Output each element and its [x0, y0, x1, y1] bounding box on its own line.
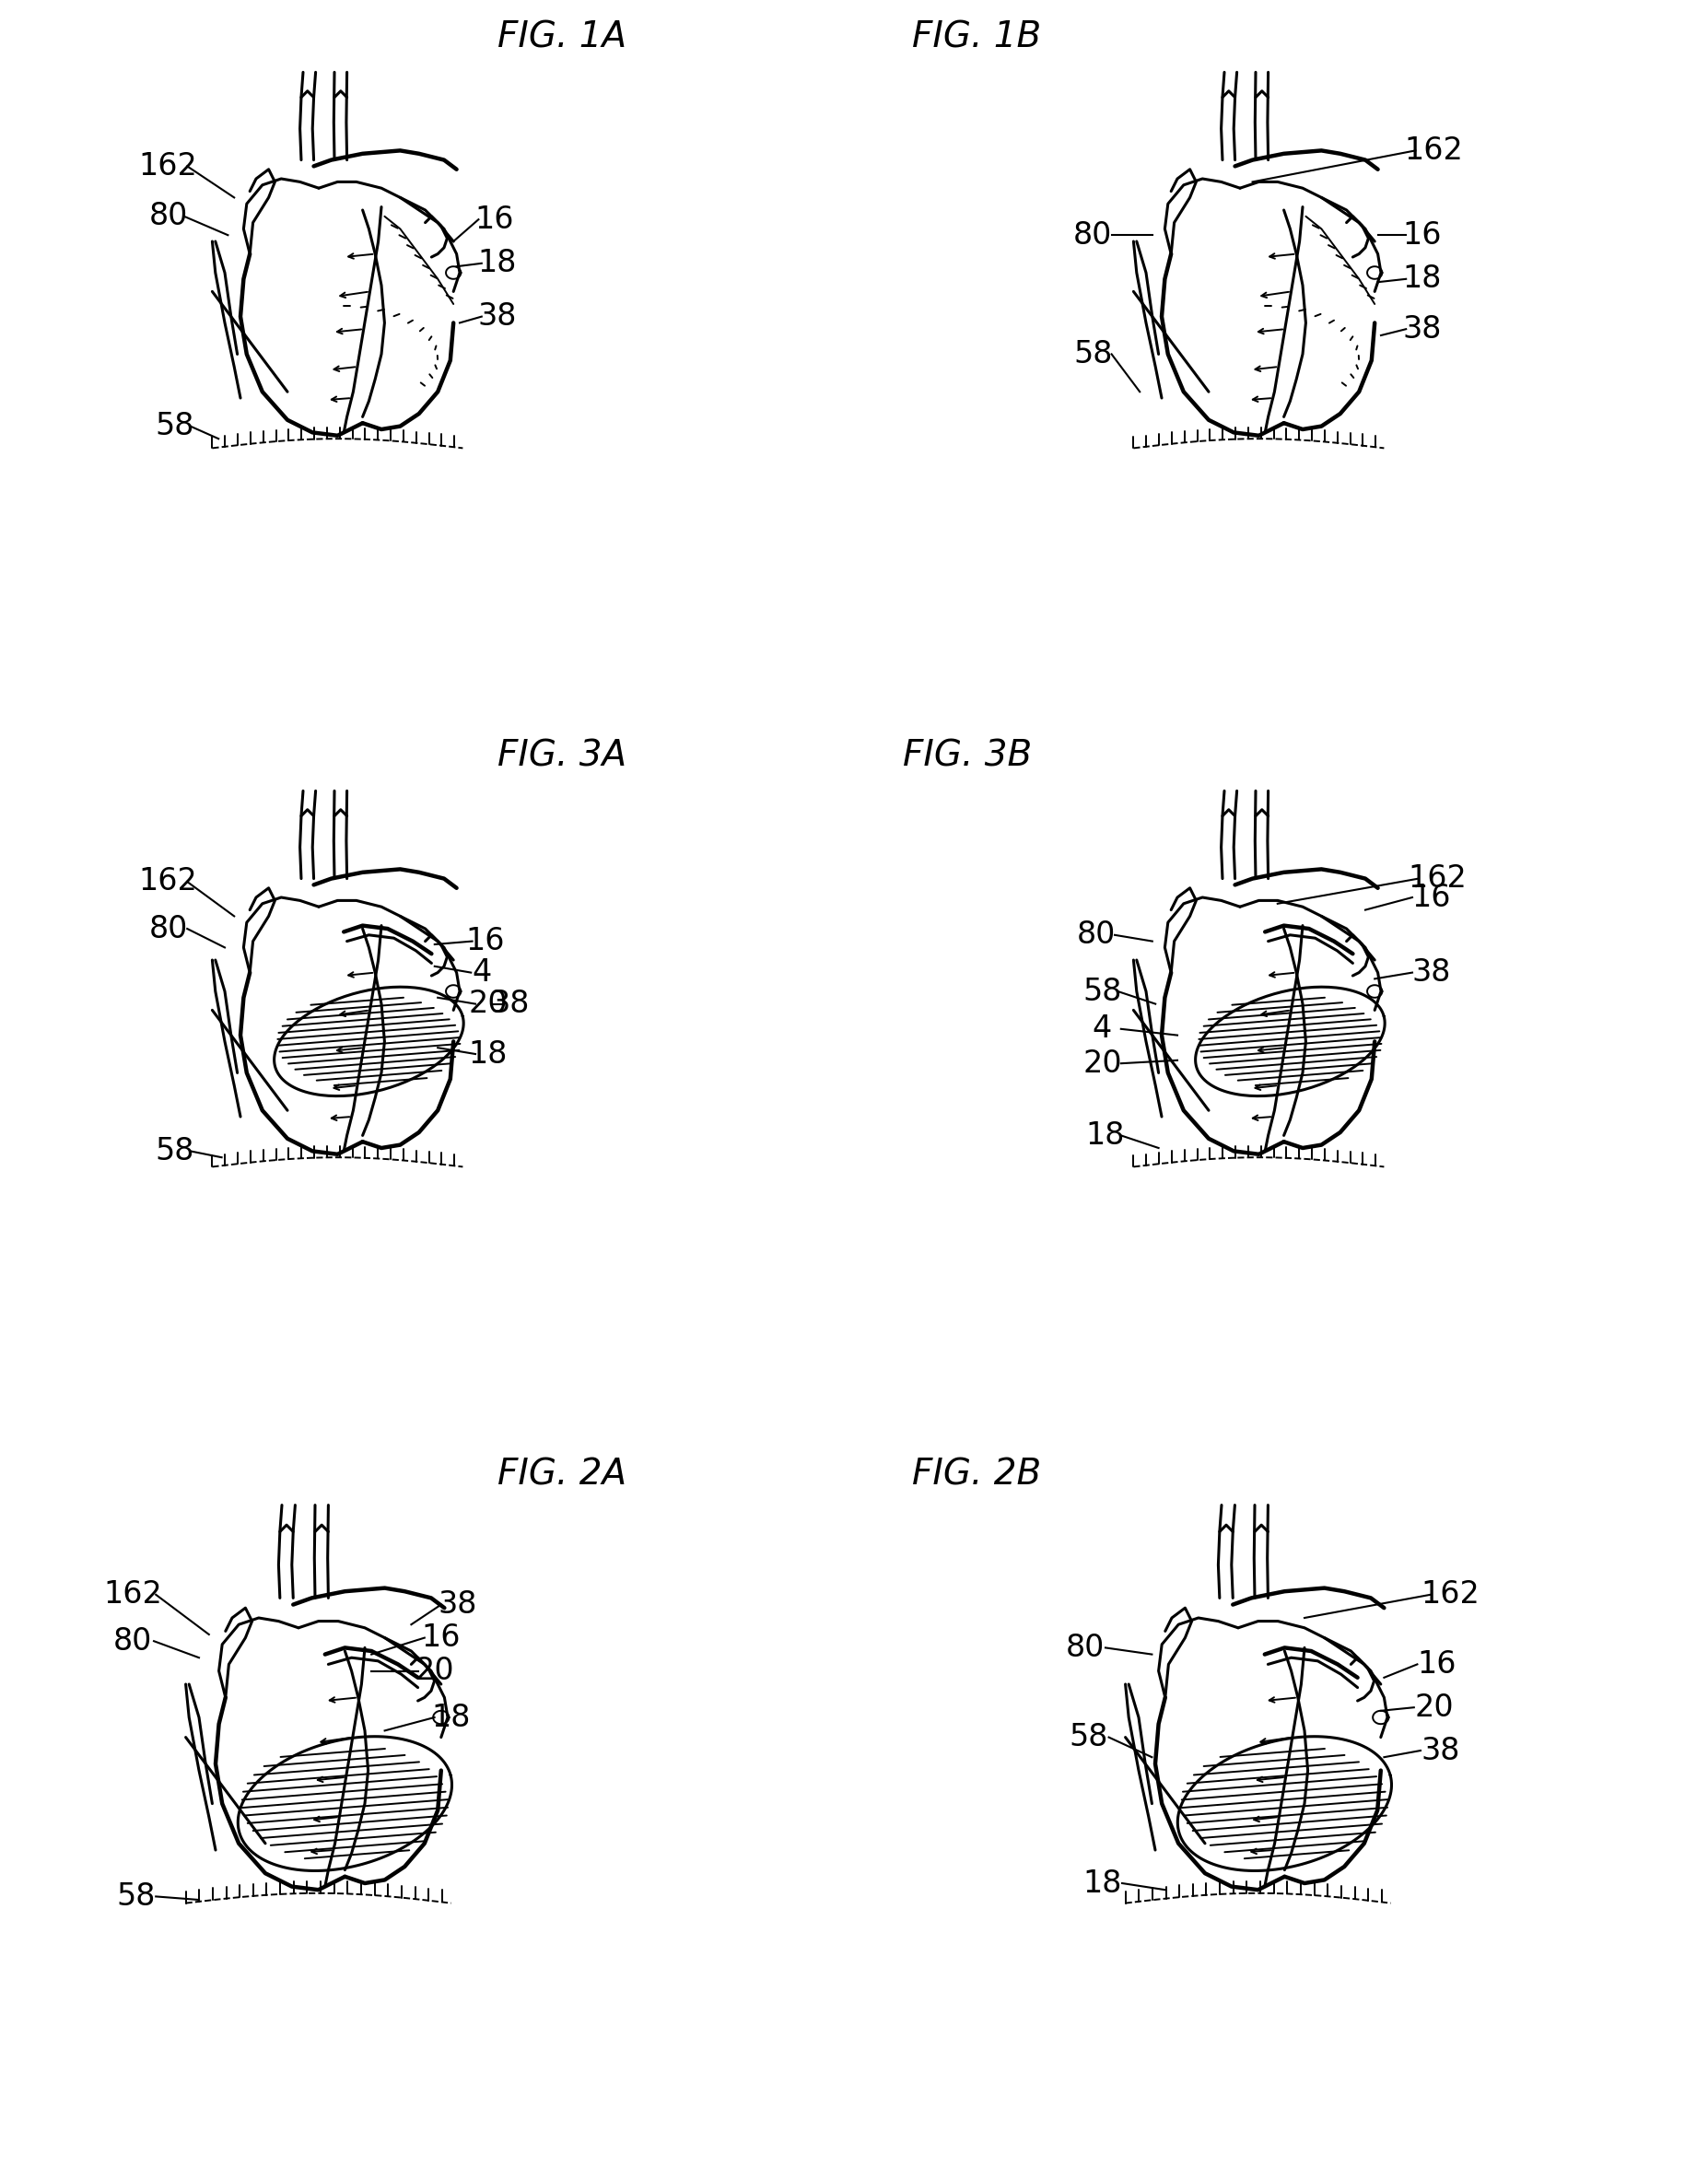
Text: 80: 80 [1073, 219, 1112, 251]
Text: 162: 162 [138, 152, 198, 182]
Text: 18: 18 [1086, 1120, 1126, 1151]
Text: 162: 162 [1404, 134, 1464, 165]
Text: 58: 58 [116, 1881, 155, 1911]
Text: 58: 58 [1073, 338, 1112, 368]
Text: 80: 80 [1066, 1632, 1105, 1662]
Text: 16: 16 [1418, 1649, 1457, 1679]
Text: FIG. 3B: FIG. 3B [904, 739, 1032, 774]
Text: 58: 58 [1083, 975, 1122, 1005]
Text: 58: 58 [155, 412, 195, 442]
Text: 80: 80 [113, 1625, 152, 1656]
Text: 38: 38 [490, 988, 529, 1018]
Text: 16: 16 [422, 1623, 461, 1653]
Text: 20: 20 [468, 988, 507, 1018]
Text: 18: 18 [1083, 1868, 1122, 1898]
Text: 162: 162 [138, 867, 198, 897]
Text: 16: 16 [1411, 882, 1450, 912]
Text: 58: 58 [155, 1136, 195, 1166]
Text: 18: 18 [432, 1703, 471, 1734]
Text: 80: 80 [1076, 919, 1115, 949]
Text: 18: 18 [478, 247, 518, 280]
Text: 38: 38 [478, 301, 518, 332]
Text: 80: 80 [149, 202, 188, 232]
Text: 18: 18 [468, 1038, 507, 1068]
Text: 16: 16 [1402, 219, 1442, 251]
Text: 38: 38 [1421, 1736, 1460, 1766]
Text: 20: 20 [1414, 1692, 1454, 1723]
Text: 4: 4 [1093, 1014, 1112, 1044]
Text: 162: 162 [1421, 1580, 1479, 1610]
Text: FIG. 3A: FIG. 3A [497, 739, 627, 774]
Text: 16: 16 [475, 204, 514, 234]
Text: 4: 4 [471, 958, 492, 988]
Text: 162: 162 [1407, 862, 1467, 893]
Text: 38: 38 [1411, 958, 1450, 988]
Text: 18: 18 [1402, 264, 1442, 295]
Text: 16: 16 [465, 925, 504, 956]
Text: 58: 58 [1069, 1723, 1108, 1753]
Text: FIG. 1B: FIG. 1B [912, 20, 1042, 54]
Text: 162: 162 [102, 1580, 162, 1610]
Text: 20: 20 [415, 1656, 454, 1686]
Text: FIG. 2B: FIG. 2B [912, 1456, 1042, 1491]
Text: 20: 20 [1083, 1049, 1122, 1079]
Text: 80: 80 [149, 914, 188, 945]
Text: 38: 38 [1402, 314, 1442, 345]
Text: FIG. 1A: FIG. 1A [497, 20, 627, 54]
Text: FIG. 2A: FIG. 2A [497, 1456, 627, 1491]
Text: 38: 38 [439, 1588, 477, 1619]
